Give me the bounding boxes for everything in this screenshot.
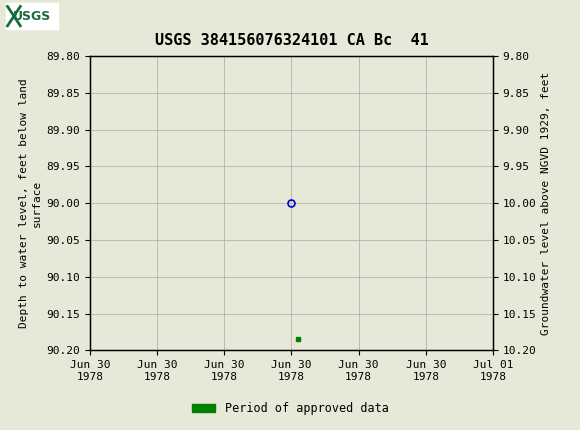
Y-axis label: Depth to water level, feet below land
surface: Depth to water level, feet below land su… <box>19 78 42 328</box>
Title: USGS 384156076324101 CA Bc  41: USGS 384156076324101 CA Bc 41 <box>155 33 428 48</box>
Text: USGS: USGS <box>13 9 51 23</box>
Bar <box>6 3 58 29</box>
Legend: Period of approved data: Period of approved data <box>187 397 393 420</box>
Y-axis label: Groundwater level above NGVD 1929, feet: Groundwater level above NGVD 1929, feet <box>541 71 550 335</box>
